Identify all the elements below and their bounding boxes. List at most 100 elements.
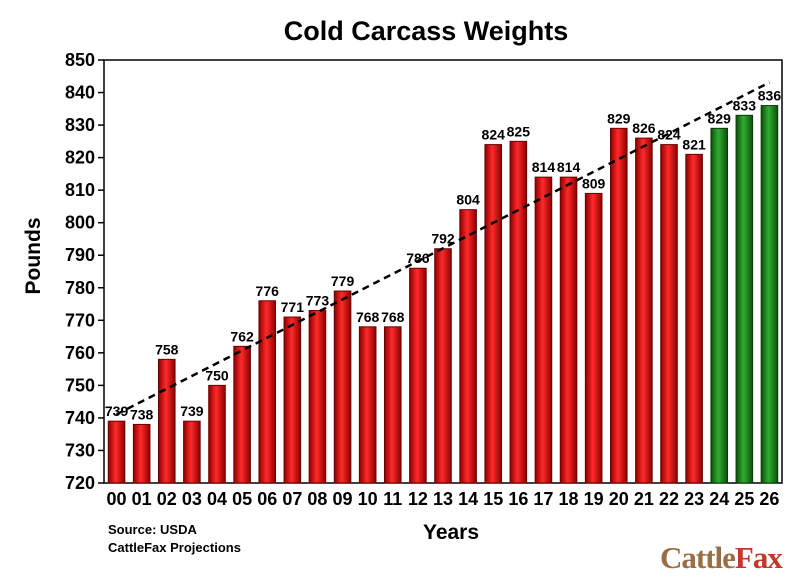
y-tick-label: 850 [65,50,95,70]
y-axis: 720 730 740 750 760 770 780 790 800 810 820 830 840 8… [65,50,104,493]
bar [258,300,277,484]
bar [409,267,427,484]
data-label: 776 [256,283,280,299]
data-label: 762 [230,328,254,344]
bar [484,144,503,484]
data-label: 739 [180,403,204,419]
bar [233,345,251,484]
bar [735,114,754,484]
data-label: 758 [155,341,179,357]
data-label: 814 [532,159,556,175]
data-label: 771 [281,299,305,315]
bar [459,209,477,484]
source-note: Source: USDA [108,522,197,537]
data-label: 836 [758,88,782,104]
y-tick-label: 840 [65,83,95,103]
data-label: 768 [381,309,405,325]
data-label: 826 [632,120,656,136]
data-label: 814 [557,159,581,175]
x-tick-label: 00 [107,489,127,509]
data-label: 821 [682,136,706,152]
x-tick-label: 23 [684,489,704,509]
data-label: 773 [306,293,330,309]
x-tick-label: 21 [634,489,654,509]
data-label: 739 [105,403,129,419]
bar [434,248,452,484]
bar [760,105,779,484]
bar [534,176,553,484]
data-label: 804 [456,192,480,208]
cattlefax-logo: CattleFax [660,540,783,576]
projection-note: CattleFax Projections [108,540,241,555]
data-label: 829 [607,110,631,126]
bar [308,310,327,484]
y-tick-label: 780 [65,278,95,298]
x-axis: 00 01 02 03 04 05 06 07 08 09 10 11 12 13 14 15 16 17 18 19… [107,489,780,509]
bar [208,384,226,484]
x-tick-label: 02 [157,489,177,509]
data-label: 738 [130,406,154,422]
y-tick-label: 770 [65,310,95,330]
bar [559,176,578,484]
bar [157,358,176,484]
x-tick-label: 04 [207,489,227,509]
y-tick-label: 760 [65,343,95,363]
bar [685,153,703,484]
y-tick-label: 750 [65,375,95,395]
bar [509,140,528,484]
bar [358,326,377,484]
x-tick-label: 20 [609,489,629,509]
data-label: 792 [431,231,455,247]
x-axis-title: Years [423,521,479,544]
bar [710,127,729,484]
bar [132,423,151,484]
x-tick-label: 14 [458,489,478,509]
x-tick-label: 01 [132,489,152,509]
bar [635,137,653,484]
data-label: 824 [482,127,506,143]
data-label: 833 [733,97,757,113]
x-tick-label: 13 [433,489,453,509]
data-label: 809 [582,175,606,191]
y-tick-label: 730 [65,440,95,460]
bars [107,105,779,484]
bar [283,316,302,484]
x-tick-label: 22 [659,489,679,509]
data-label: 768 [356,309,380,325]
x-tick-label: 25 [734,489,754,509]
bar [183,420,201,484]
x-tick-label: 06 [257,489,277,509]
y-axis-title: Pounds [22,218,45,295]
x-tick-label: 17 [533,489,553,509]
bar [383,326,402,484]
x-tick-label: 16 [508,489,528,509]
data-label: 829 [708,110,732,126]
y-tick-label: 810 [65,180,95,200]
chart-title: Cold Carcass Weights [284,16,569,46]
y-tick-label: 820 [65,148,95,168]
data-label: 779 [331,273,355,289]
data-label: 786 [406,250,430,266]
bar [107,420,126,484]
x-tick-label: 15 [483,489,503,509]
y-tick-label: 740 [65,408,95,428]
logo-part-2: Fax [734,540,783,575]
x-tick-label: 24 [709,489,729,509]
y-tick-label: 790 [65,245,95,265]
x-tick-label: 09 [333,489,353,509]
x-tick-label: 08 [307,489,327,509]
data-label: 825 [507,123,531,139]
x-tick-label: 10 [358,489,378,509]
logo-part-1: Cattle [660,540,736,575]
data-label: 750 [205,367,229,383]
bar [660,144,678,484]
x-tick-label: 11 [383,489,402,509]
y-tick-label: 800 [65,213,95,233]
y-tick-label: 830 [65,115,95,135]
x-tick-label: 12 [408,489,428,509]
x-tick-label: 19 [584,489,604,509]
y-tick-label: 720 [65,473,95,493]
x-tick-label: 07 [282,489,302,509]
bar [333,290,352,484]
x-tick-label: 05 [232,489,252,509]
